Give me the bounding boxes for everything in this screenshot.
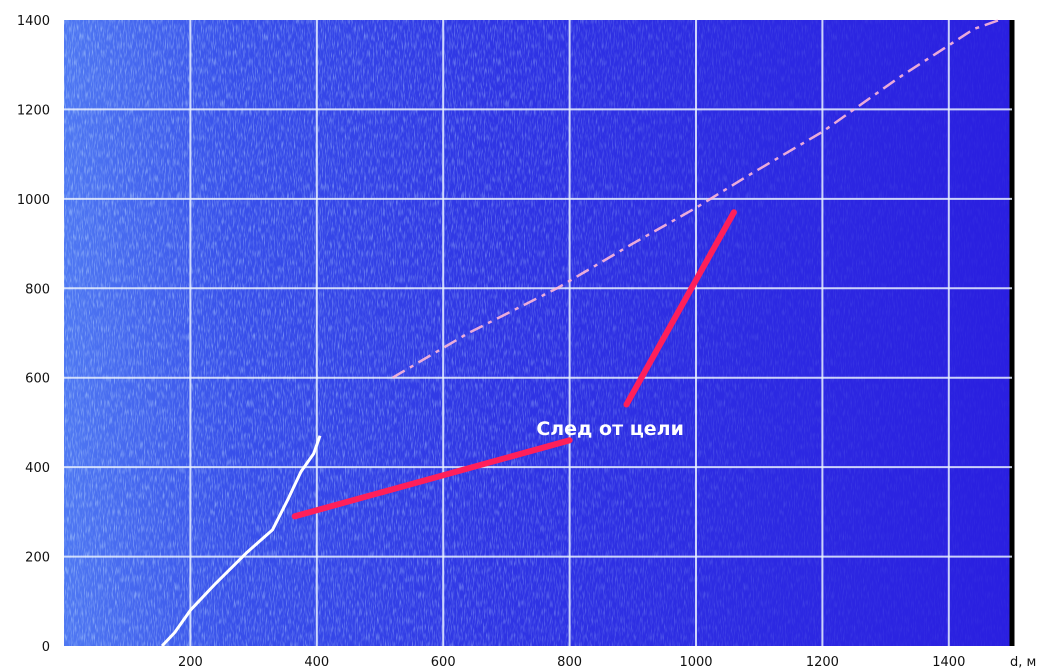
x-tick-label: 1000	[679, 655, 712, 670]
y-tick-label: 200	[25, 551, 50, 566]
x-tick-label: 200	[178, 655, 203, 670]
y-tick-label: 1000	[17, 193, 50, 208]
x-tick-label: 800	[557, 655, 582, 670]
y-tick-label: 400	[25, 461, 50, 476]
annotation-pointer-line	[623, 209, 737, 408]
x-axis-label: d, м	[1010, 655, 1036, 670]
y-tick-labels: 0 200 400 600 800 1000 1200 1400	[17, 14, 50, 655]
grid-lines	[64, 20, 1012, 646]
x-tick-label: 400	[304, 655, 329, 670]
y-tick-label: 1400	[17, 14, 50, 29]
x-tick-label: 1200	[806, 655, 839, 670]
y-tick-label: 0	[42, 640, 50, 655]
target-track-faint	[391, 18, 1000, 379]
y-tick-label: 600	[25, 372, 50, 387]
target-tracks	[160, 18, 1000, 648]
y-tick-label: 1200	[17, 103, 50, 118]
annotation-label: След от цели	[536, 418, 684, 440]
x-tick-label: 1400	[932, 655, 965, 670]
x-tick-label: 600	[431, 655, 456, 670]
noise-texture	[64, 20, 1012, 646]
annotation-pointer-line	[291, 437, 573, 520]
annotation-pointers	[291, 209, 737, 520]
y-tick-label: 800	[25, 282, 50, 297]
x-tick-labels: 200 400 600 800 1000 1200 1400	[178, 655, 965, 670]
target-track-bright	[160, 435, 322, 648]
